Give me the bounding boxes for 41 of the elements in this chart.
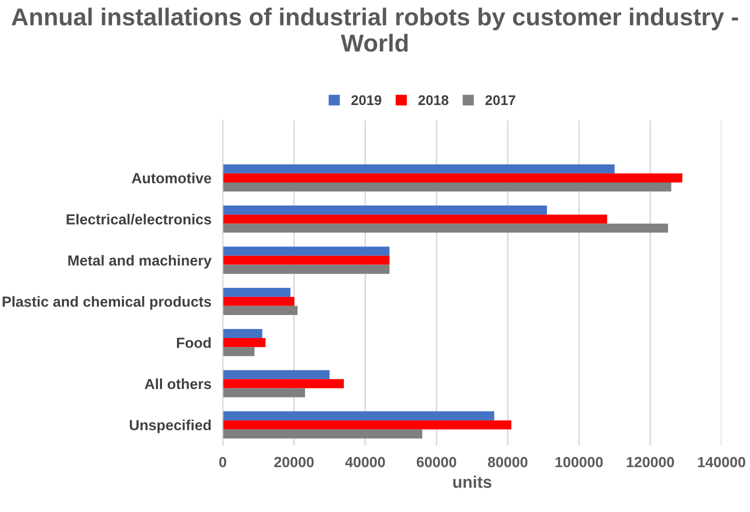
bar bbox=[222, 388, 306, 398]
bar bbox=[222, 214, 608, 224]
bar bbox=[222, 206, 547, 215]
x-tick-label: 40000 bbox=[345, 456, 385, 468]
bar bbox=[222, 246, 390, 256]
y-tick-label: Plastic and chemical products bbox=[2, 296, 212, 310]
bar bbox=[222, 173, 682, 182]
y-tick-label: Automotive bbox=[132, 172, 212, 184]
legend-label: 2019 bbox=[351, 95, 382, 106]
x-tick-label: 120000 bbox=[626, 456, 674, 468]
bar bbox=[222, 347, 254, 356]
x-axis-title: units bbox=[453, 476, 492, 488]
bar bbox=[222, 164, 615, 174]
x-tick-label: 100000 bbox=[556, 456, 603, 468]
bar bbox=[222, 256, 390, 265]
bar bbox=[222, 338, 266, 348]
bar bbox=[222, 411, 494, 420]
bar bbox=[222, 328, 262, 338]
chart-title: Annual installations of industrial robots by customer industry - World bbox=[12, 8, 738, 52]
x-tick-label: 0 bbox=[219, 456, 226, 468]
y-tick-label: Metal and machinery bbox=[68, 254, 212, 269]
bar bbox=[222, 224, 668, 233]
x-tick-label: 80000 bbox=[488, 456, 528, 468]
bar bbox=[222, 420, 512, 430]
bar bbox=[222, 370, 330, 380]
bar bbox=[222, 182, 672, 192]
x-tick-label: 140000 bbox=[698, 456, 746, 468]
x-tick-label: 60000 bbox=[416, 456, 456, 468]
legend-label: 2018 bbox=[418, 95, 448, 106]
bar bbox=[222, 264, 390, 274]
y-tick-label: Electrical/electronics bbox=[66, 214, 212, 225]
bar bbox=[222, 296, 294, 306]
legend-label: 2017 bbox=[485, 95, 516, 106]
x-tick-label: 20000 bbox=[274, 456, 314, 468]
bar bbox=[222, 379, 344, 388]
y-tick-label: All others bbox=[144, 378, 212, 390]
y-tick-label: Food bbox=[176, 337, 211, 348]
bar bbox=[222, 306, 298, 315]
bar bbox=[222, 429, 422, 438]
y-tick-label: Unspecified bbox=[130, 420, 211, 434]
bar bbox=[222, 288, 290, 297]
